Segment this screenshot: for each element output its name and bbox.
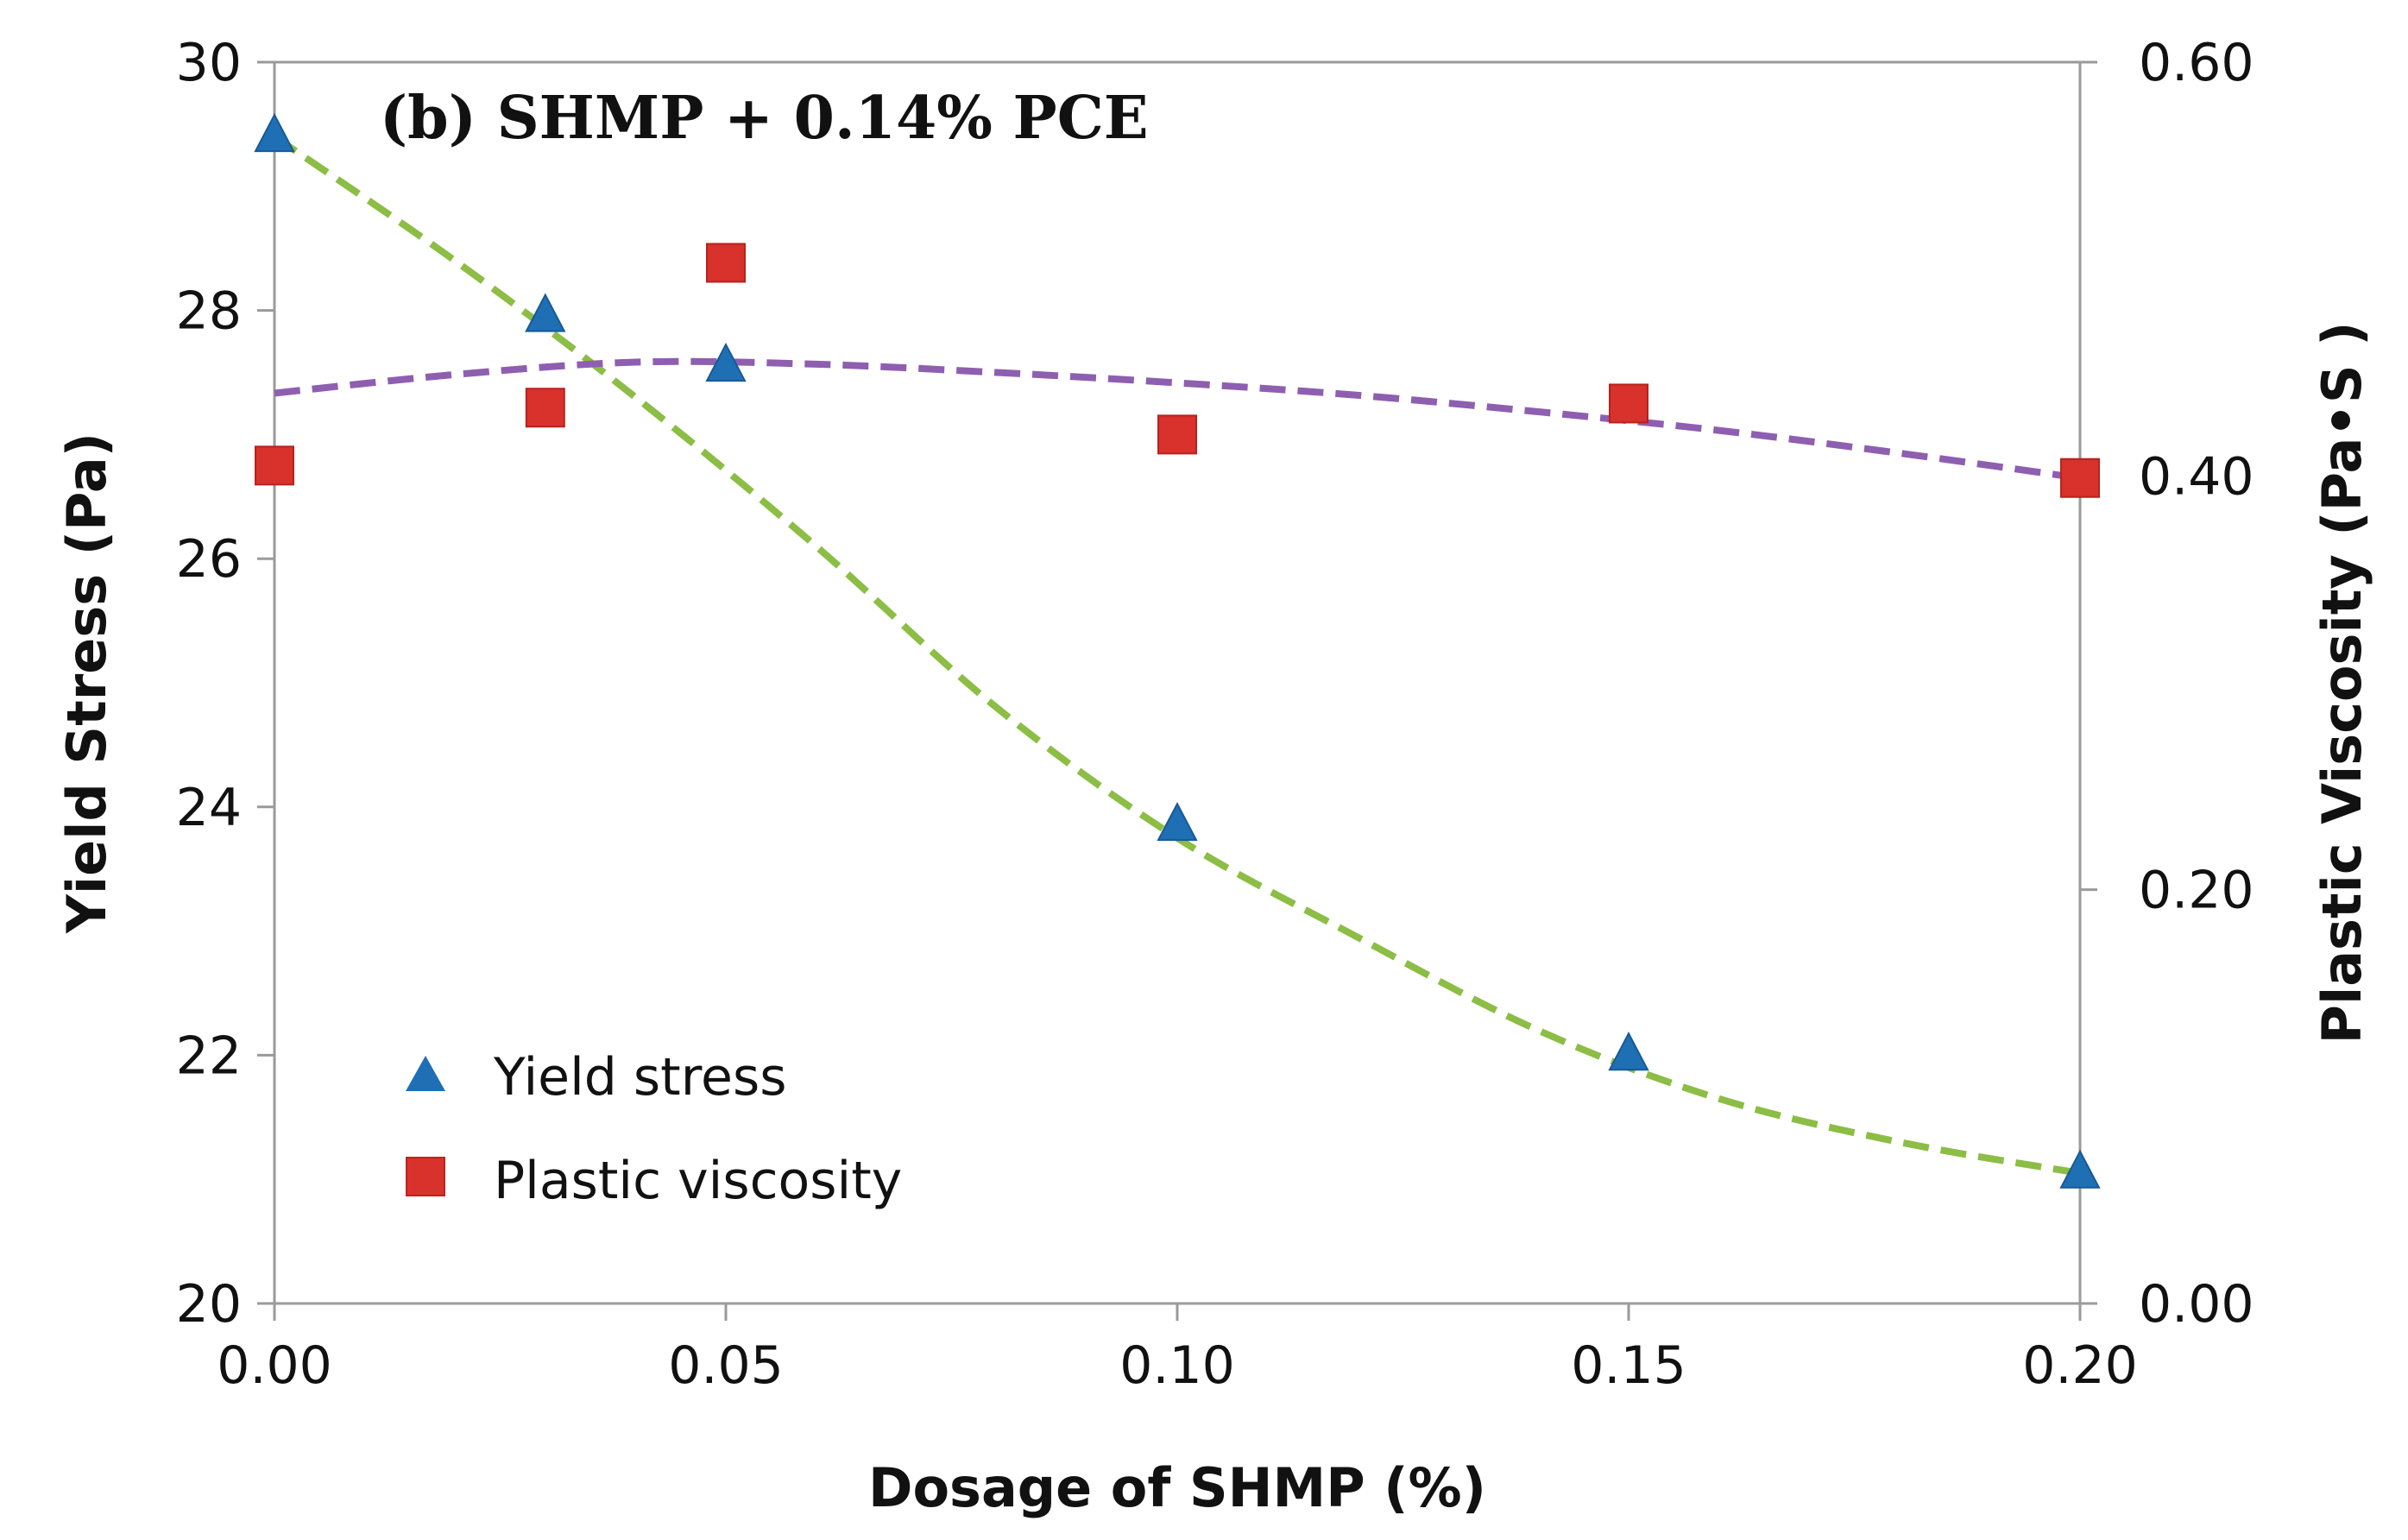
legend: Yield stress Plastic viscosity: [406, 1047, 902, 1211]
legend-label-yield-stress: Yield stress: [493, 1047, 787, 1108]
x-tick-label: 0.05: [668, 1335, 784, 1396]
x-tick-label: 0.15: [1571, 1335, 1686, 1396]
x-tick-label: 0.00: [217, 1335, 332, 1396]
plastic-viscosity-point: [1157, 414, 1197, 455]
x-tick-label: 0.10: [1119, 1335, 1235, 1396]
y-right-tick-label: 0.00: [2139, 1274, 2254, 1335]
y-left-tick-label: 24: [176, 778, 242, 838]
y-right-tick-label: 0.60: [2139, 33, 2254, 93]
chart-title: (b) SHMP + 0.14% PCE: [380, 84, 1149, 153]
yield-stress-point: [254, 112, 295, 153]
yield-stress-point: [1608, 1032, 1649, 1071]
plastic-viscosity-trendline: [274, 357, 2081, 482]
legend-triangle-marker: [406, 1056, 445, 1091]
plastic-viscosity-point: [1609, 383, 1648, 424]
yield-stress-trendline: [272, 133, 2081, 1177]
y-left-tick-label: 22: [176, 1026, 242, 1086]
y-axis-left-title: Yield Stress (Pa): [55, 432, 118, 934]
legend-label-plastic-viscosity: Plastic viscosity: [494, 1151, 902, 1211]
y-left-tick-label: 20: [176, 1274, 242, 1335]
trendlines-layer: [272, 133, 2081, 1177]
yield-stress-point: [705, 342, 747, 382]
plastic-viscosity-point: [2060, 458, 2100, 498]
y-right-tick-label: 0.40: [2139, 446, 2254, 507]
plastic-viscosity-point: [255, 445, 294, 486]
y-right-tick-label: 0.20: [2139, 861, 2254, 921]
ticks-layer: 0.00 0.05 0.10 0.15 0.202022242628300.000.20…: [176, 33, 2254, 1396]
y-left-tick-label: 28: [176, 281, 242, 342]
x-tick-label: 0.20: [2022, 1335, 2138, 1396]
plastic-viscosity-point: [706, 243, 746, 283]
x-axis-title: Dosage of SHMP (%): [868, 1456, 1486, 1519]
y-axis-right-title: Plastic Viscosity (Pa•S ): [2310, 322, 2373, 1045]
legend-square-marker: [406, 1157, 445, 1196]
points-layer: [254, 112, 2101, 1189]
yield-stress-point: [1157, 802, 1198, 842]
y-left-tick-label: 30: [176, 33, 242, 93]
yield-stress-point: [525, 293, 566, 332]
yield-stress-point: [2059, 1149, 2101, 1189]
plastic-viscosity-point: [525, 388, 565, 428]
y-left-tick-label: 26: [176, 529, 242, 590]
